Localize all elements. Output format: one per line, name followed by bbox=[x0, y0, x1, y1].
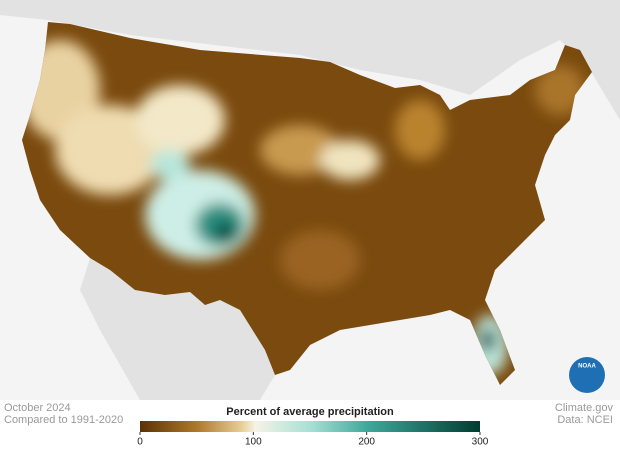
canada bbox=[0, 0, 620, 120]
noaa-logo: NOAA bbox=[569, 357, 605, 393]
colorbar bbox=[140, 421, 480, 432]
period: October 2024 bbox=[4, 402, 71, 414]
tick-label: 0 bbox=[137, 437, 143, 448]
logo-circle bbox=[569, 357, 605, 393]
mexico bbox=[80, 258, 275, 400]
tick-label: 100 bbox=[245, 437, 262, 448]
colorbar-ticks: 0 100 200 300 bbox=[137, 432, 489, 448]
anomaly-shading bbox=[22, 40, 585, 375]
data-source: Data: NCEI bbox=[557, 414, 613, 426]
tick-label: 300 bbox=[472, 437, 489, 448]
legend-title: Percent of average precipitation bbox=[226, 406, 394, 418]
source: Climate.gov bbox=[555, 402, 614, 414]
tick-label: 200 bbox=[358, 437, 375, 448]
logo-text: NOAA bbox=[578, 364, 596, 370]
baseline: Compared to 1991-2020 bbox=[4, 414, 123, 426]
